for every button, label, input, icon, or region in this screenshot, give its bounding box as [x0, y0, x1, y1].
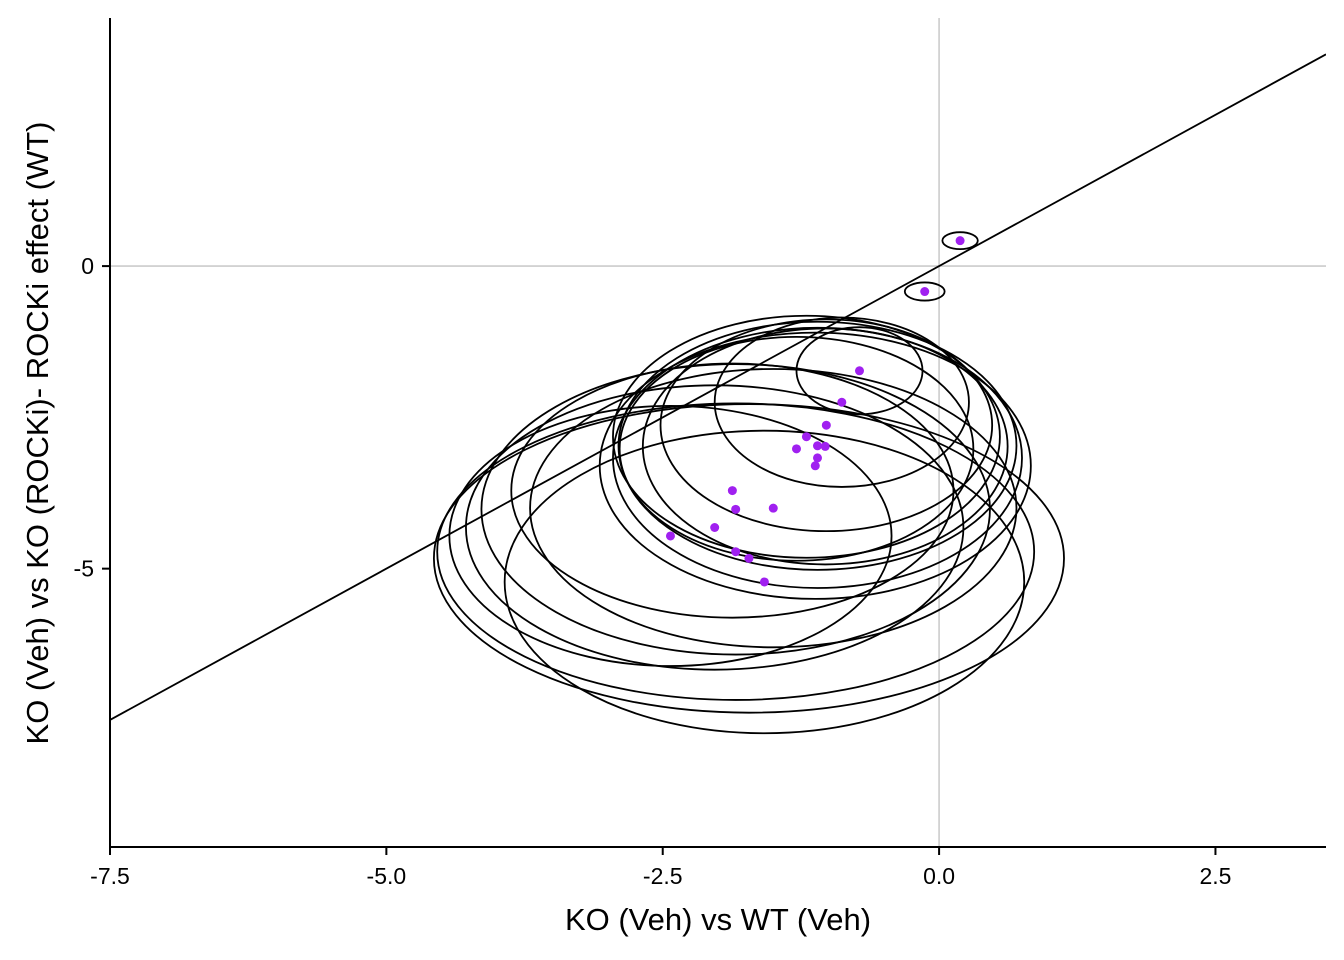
- data-point-7: [812, 441, 822, 451]
- data-point-16: [665, 531, 675, 541]
- x-tick-label: -2.5: [643, 863, 683, 889]
- ellipse-2: [903, 281, 946, 302]
- x-tick-label: 2.5: [1199, 863, 1231, 889]
- ellipse-5: [659, 318, 994, 533]
- diagonal-line-group: [110, 53, 1326, 721]
- data-point-12: [768, 503, 778, 513]
- data-point-9: [810, 461, 820, 471]
- axes: [109, 18, 1326, 848]
- data-point-1: [955, 236, 965, 246]
- y-axis-ticks: 0 -5: [74, 253, 110, 582]
- x-tick-label: -5.0: [367, 863, 407, 889]
- data-point-5: [821, 420, 831, 430]
- ellipse-14: [480, 363, 991, 656]
- data-point-8: [812, 453, 822, 463]
- data-point-18: [744, 553, 754, 563]
- y-axis-title: KO (Veh) vs KO (ROCKi)- ROCKi effect (WT…: [20, 122, 55, 745]
- data-point-13: [727, 486, 737, 496]
- ellipse-18: [432, 403, 1065, 714]
- diagonal-line: [110, 53, 1326, 721]
- ellipse-10: [612, 314, 1001, 559]
- data-point-2: [920, 287, 930, 297]
- x-tick-label: -7.5: [90, 863, 130, 889]
- data-point-14: [731, 504, 741, 514]
- data-point-4: [837, 397, 847, 407]
- reference-lines: [110, 18, 1326, 847]
- y-tick-label: 0: [81, 253, 94, 279]
- ellipse-16: [448, 404, 893, 667]
- data-point-3: [854, 366, 864, 376]
- x-axis-title: KO (Veh) vs WT (Veh): [565, 902, 871, 937]
- y-tick-label: -5: [74, 556, 94, 582]
- ellipse-11: [618, 335, 975, 562]
- data-point-15: [710, 523, 720, 533]
- data-point-19: [759, 577, 769, 587]
- ellipse-1: [941, 231, 979, 251]
- x-axis-ticks: -7.5 -5.0 -2.5 0.0 2.5: [90, 847, 1231, 889]
- ellipse-12: [529, 368, 1018, 649]
- data-point-11: [791, 444, 801, 454]
- ellipse-8: [612, 326, 1023, 589]
- data-points: [665, 236, 965, 587]
- ellipse-7: [617, 320, 1018, 571]
- confidence-ellipses: [432, 231, 1065, 735]
- data-point-17: [731, 547, 741, 557]
- ellipse-19: [503, 429, 1026, 735]
- data-point-6: [820, 441, 830, 451]
- x-tick-label: 0.0: [923, 863, 955, 889]
- data-point-10: [801, 432, 811, 442]
- ellipse-15: [465, 384, 965, 671]
